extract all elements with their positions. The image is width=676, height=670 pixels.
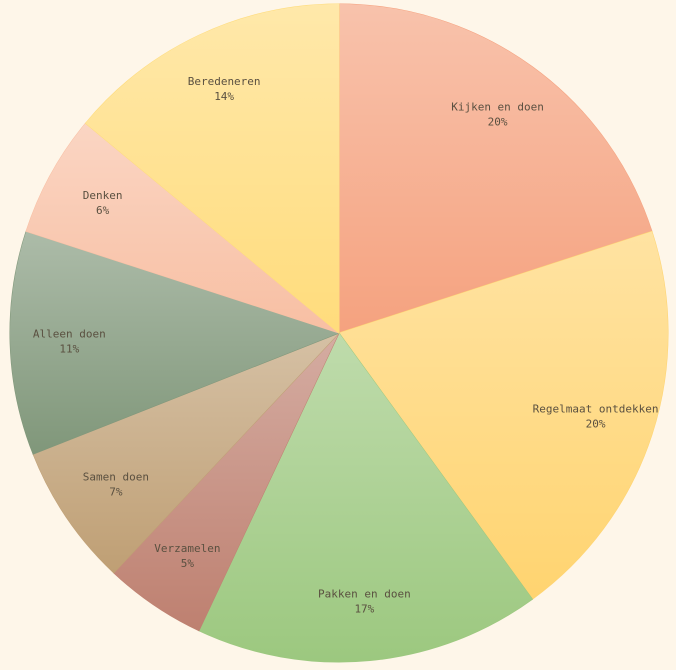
slice-label: Beredeneren [188,75,261,88]
slice-shine [26,123,339,333]
slice-shine [339,231,668,600]
slice-label: Denken [83,189,123,202]
slice-shine [33,333,339,573]
slice-value-label: 5% [181,557,195,570]
slice-value-label: 7% [109,486,123,499]
slice-label: Verzamelen [154,542,220,555]
slice-label: Kijken en doen [451,101,544,114]
slice-label: Pakken en doen [318,588,411,601]
slice-shine [339,4,652,333]
slice-value-label: 14% [214,90,234,103]
slice-value-label: 20% [586,417,606,430]
slice-value-label: 11% [59,342,79,355]
slice-shine [113,333,340,631]
slice-shine [198,333,533,663]
slice-value-label: 17% [354,603,374,616]
slice-shine [85,4,339,333]
slice-value-label: 6% [96,204,110,217]
slice-shine [9,231,340,455]
slice-label: Samen doen [83,471,149,484]
slice-label: Alleen doen [33,327,106,340]
slice-value-label: 20% [488,116,508,129]
slice-label: Regelmaat ontdekken [533,402,659,415]
